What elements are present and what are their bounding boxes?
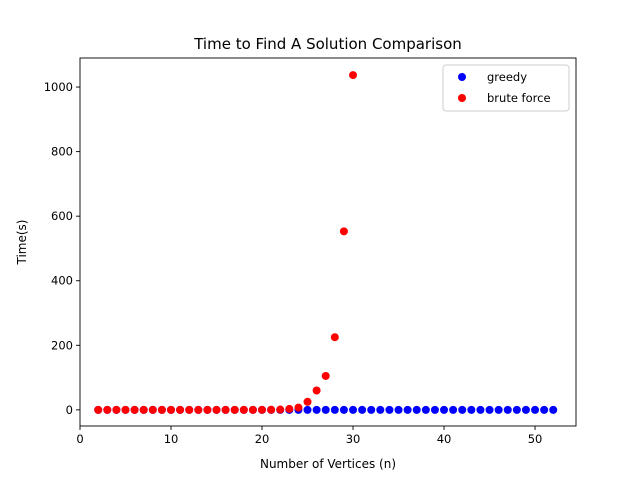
legend: greedy brute force xyxy=(442,64,570,112)
point-greedy xyxy=(440,405,449,414)
point-brute-force xyxy=(230,405,239,414)
y-tick-label: 1000 xyxy=(44,80,73,94)
point-brute-force xyxy=(285,404,294,413)
y-tick-label: 800 xyxy=(51,145,73,159)
point-brute-force xyxy=(130,405,139,414)
legend-marker-brute-force xyxy=(458,94,466,102)
point-brute-force xyxy=(349,71,358,80)
point-greedy xyxy=(512,405,521,414)
point-greedy xyxy=(531,405,540,414)
point-greedy xyxy=(339,405,348,414)
point-greedy xyxy=(349,405,358,414)
point-greedy xyxy=(321,405,330,414)
point-greedy xyxy=(358,405,367,414)
y-tick-label: 200 xyxy=(51,338,73,352)
point-brute-force xyxy=(258,405,267,414)
point-greedy xyxy=(303,405,312,414)
chart-title: Time to Find A Solution Comparison xyxy=(193,35,462,53)
x-axis-label: Number of Vertices (n) xyxy=(260,457,396,471)
legend-box xyxy=(442,64,570,112)
point-brute-force xyxy=(94,405,103,414)
point-brute-force xyxy=(194,405,203,414)
point-brute-force xyxy=(312,386,321,395)
point-brute-force xyxy=(157,405,166,414)
y-tick-label: 0 xyxy=(66,403,73,417)
point-brute-force xyxy=(167,405,176,414)
point-greedy xyxy=(412,405,421,414)
legend-label-greedy: greedy xyxy=(487,70,527,84)
legend-marker-greedy xyxy=(458,73,466,81)
point-greedy xyxy=(485,405,494,414)
point-brute-force xyxy=(339,227,348,236)
point-brute-force xyxy=(212,405,221,414)
point-greedy xyxy=(394,405,403,414)
x-tick-label: 50 xyxy=(528,432,543,446)
point-brute-force xyxy=(176,405,185,414)
plot-frame xyxy=(79,57,577,427)
point-greedy xyxy=(476,405,485,414)
point-brute-force xyxy=(112,405,121,414)
point-brute-force xyxy=(139,405,148,414)
point-greedy xyxy=(376,405,385,414)
point-greedy xyxy=(403,405,412,414)
x-tick-label: 20 xyxy=(255,432,270,446)
point-greedy xyxy=(494,405,503,414)
point-brute-force xyxy=(203,405,212,414)
x-tick-label: 0 xyxy=(76,432,83,446)
point-greedy xyxy=(458,405,467,414)
y-axis-label: Time(s) xyxy=(15,220,29,266)
point-brute-force xyxy=(239,405,248,414)
point-brute-force xyxy=(103,405,112,414)
y-tick-label: 600 xyxy=(51,209,73,223)
point-brute-force xyxy=(267,405,276,414)
point-greedy xyxy=(312,405,321,414)
legend-label-brute-force: brute force xyxy=(487,91,551,105)
point-brute-force xyxy=(330,333,339,342)
point-greedy xyxy=(467,405,476,414)
y-axis-ticks: 0 200 400 600 800 1000 xyxy=(44,80,80,417)
point-greedy xyxy=(421,405,430,414)
point-greedy xyxy=(430,405,439,414)
x-tick-label: 10 xyxy=(164,432,179,446)
data-points xyxy=(94,71,558,414)
point-greedy xyxy=(385,405,394,414)
point-brute-force xyxy=(321,371,330,380)
point-brute-force xyxy=(221,405,230,414)
point-brute-force xyxy=(276,405,285,414)
point-brute-force xyxy=(121,405,130,414)
x-tick-label: 40 xyxy=(437,432,452,446)
point-brute-force xyxy=(248,405,257,414)
point-greedy xyxy=(503,405,512,414)
point-brute-force xyxy=(148,405,157,414)
point-brute-force xyxy=(185,405,194,414)
point-brute-force xyxy=(294,403,303,412)
y-tick-label: 400 xyxy=(51,274,73,288)
point-greedy xyxy=(549,405,558,414)
point-greedy xyxy=(367,405,376,414)
x-tick-label: 30 xyxy=(346,432,361,446)
point-greedy xyxy=(330,405,339,414)
point-greedy xyxy=(521,405,530,414)
point-greedy xyxy=(540,405,549,414)
point-brute-force xyxy=(303,397,312,406)
point-greedy xyxy=(449,405,458,414)
x-axis-ticks: 0 10 20 30 40 50 xyxy=(76,426,542,446)
